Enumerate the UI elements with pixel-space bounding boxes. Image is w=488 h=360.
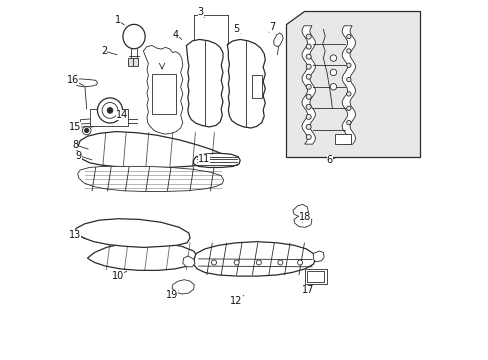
Text: 7: 7 bbox=[268, 22, 275, 32]
Circle shape bbox=[82, 126, 91, 135]
Circle shape bbox=[329, 55, 336, 61]
Circle shape bbox=[346, 92, 350, 96]
Ellipse shape bbox=[122, 24, 145, 49]
Circle shape bbox=[305, 64, 310, 69]
Polygon shape bbox=[227, 40, 265, 128]
Circle shape bbox=[305, 54, 310, 59]
Circle shape bbox=[305, 34, 310, 39]
Circle shape bbox=[329, 69, 336, 76]
Text: 12: 12 bbox=[230, 296, 244, 306]
Text: 11: 11 bbox=[198, 154, 210, 164]
Text: 1: 1 bbox=[115, 15, 124, 26]
Circle shape bbox=[277, 260, 282, 265]
Text: 17: 17 bbox=[302, 285, 314, 296]
Text: 10: 10 bbox=[112, 271, 126, 281]
Text: 3: 3 bbox=[197, 7, 204, 18]
Polygon shape bbox=[172, 280, 194, 294]
Bar bbox=[89, 109, 128, 126]
Polygon shape bbox=[77, 132, 222, 167]
Circle shape bbox=[346, 121, 350, 125]
Polygon shape bbox=[273, 33, 283, 46]
Text: 16: 16 bbox=[67, 75, 83, 85]
Polygon shape bbox=[78, 166, 223, 192]
Circle shape bbox=[346, 35, 350, 39]
Polygon shape bbox=[301, 26, 315, 144]
Polygon shape bbox=[143, 45, 183, 134]
Circle shape bbox=[97, 98, 122, 123]
Text: 8: 8 bbox=[72, 140, 88, 150]
Circle shape bbox=[346, 135, 350, 139]
Circle shape bbox=[346, 49, 350, 53]
Polygon shape bbox=[183, 256, 195, 267]
Text: 19: 19 bbox=[165, 290, 178, 301]
Circle shape bbox=[297, 260, 302, 265]
Text: 9: 9 bbox=[76, 150, 92, 161]
Circle shape bbox=[305, 134, 310, 139]
Text: 6: 6 bbox=[326, 155, 336, 165]
Circle shape bbox=[305, 104, 310, 109]
Polygon shape bbox=[292, 204, 308, 217]
Circle shape bbox=[305, 84, 310, 89]
Polygon shape bbox=[285, 12, 419, 157]
Circle shape bbox=[107, 108, 113, 113]
Bar bbox=[306, 271, 324, 282]
Text: 2: 2 bbox=[101, 46, 117, 56]
Polygon shape bbox=[76, 219, 190, 247]
Circle shape bbox=[305, 125, 310, 130]
Bar bbox=[304, 269, 326, 284]
Text: 13: 13 bbox=[69, 230, 86, 239]
Circle shape bbox=[234, 260, 239, 265]
Text: 15: 15 bbox=[69, 122, 93, 132]
Circle shape bbox=[84, 129, 89, 133]
Circle shape bbox=[256, 260, 261, 265]
Polygon shape bbox=[341, 26, 355, 144]
Bar bbox=[152, 74, 176, 114]
Bar bbox=[334, 134, 350, 144]
Bar bbox=[132, 58, 138, 66]
Polygon shape bbox=[193, 153, 240, 167]
Polygon shape bbox=[193, 242, 315, 276]
Circle shape bbox=[346, 63, 350, 67]
Circle shape bbox=[346, 77, 350, 82]
Text: 18: 18 bbox=[298, 212, 310, 222]
Bar bbox=[251, 75, 261, 98]
Circle shape bbox=[305, 74, 310, 79]
Circle shape bbox=[329, 84, 336, 90]
Circle shape bbox=[211, 260, 216, 265]
Text: 14: 14 bbox=[116, 111, 128, 121]
Text: 4: 4 bbox=[172, 30, 182, 40]
Bar bbox=[127, 58, 133, 66]
Circle shape bbox=[305, 94, 310, 99]
Polygon shape bbox=[293, 214, 311, 227]
Polygon shape bbox=[73, 79, 97, 87]
Circle shape bbox=[305, 114, 310, 120]
Text: 5: 5 bbox=[233, 24, 240, 35]
Circle shape bbox=[305, 44, 310, 49]
Circle shape bbox=[346, 106, 350, 111]
Polygon shape bbox=[313, 251, 324, 262]
Polygon shape bbox=[186, 40, 223, 127]
Polygon shape bbox=[87, 242, 197, 270]
